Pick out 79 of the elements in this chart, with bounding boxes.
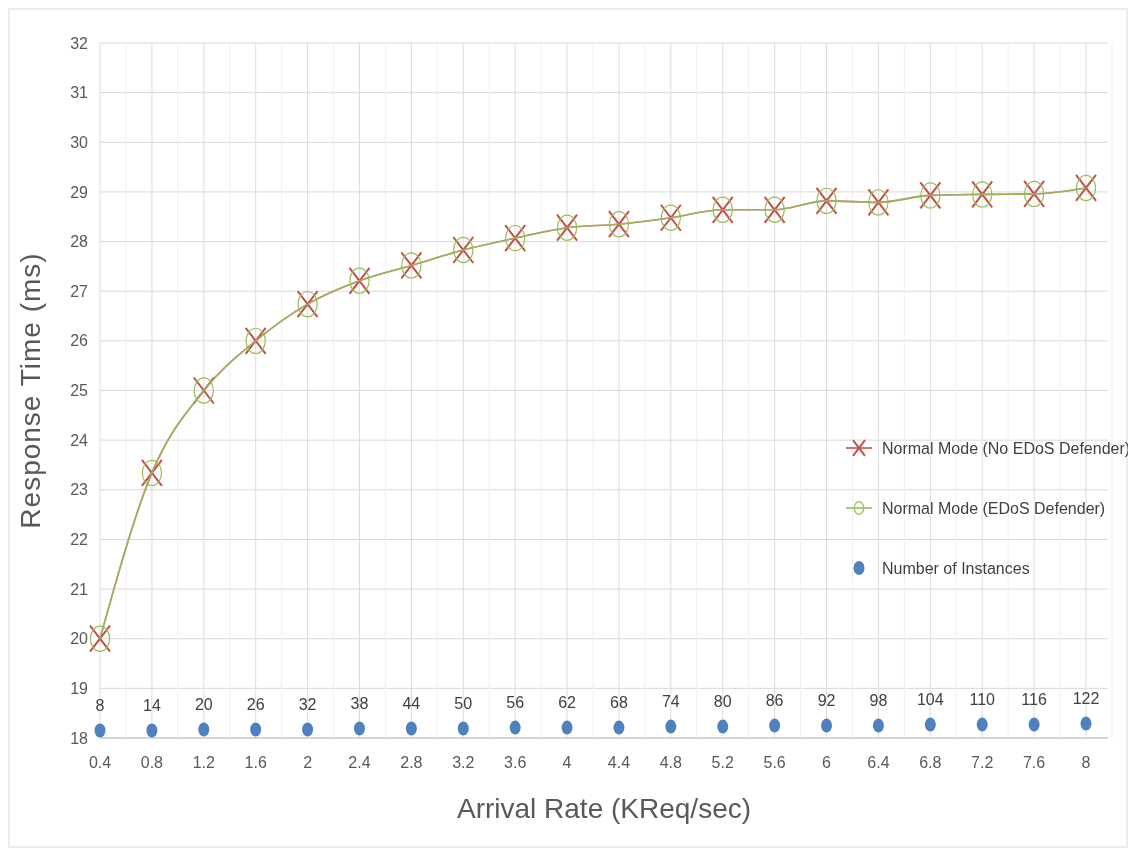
y-tick-label: 21 [70,580,89,598]
point [717,719,729,734]
x-tick-label: 5.2 [711,754,734,771]
y-tick-label: 29 [70,183,89,201]
point [561,720,573,735]
x-tick-label: 0.8 [140,754,164,771]
y-tick-label: 25 [70,382,89,400]
y-tick-label: 31 [70,84,89,102]
x-tick-label: 2.8 [400,754,423,771]
x-tick-label: 2.4 [348,754,371,771]
x-tick-label: 1.2 [192,754,216,771]
annotation: 26 [246,695,265,713]
annotation: 14 [143,696,161,714]
x-tick-label: 4.4 [607,754,631,771]
x-tick-label: 3.6 [504,754,527,771]
point [457,721,469,736]
y-tick-label: 32 [70,34,89,52]
point [613,720,625,735]
point [769,718,781,733]
annotation: 110 [969,690,996,708]
x-tick-label: 4 [562,754,572,771]
y-tick-label: 23 [70,481,89,499]
legend-label: Number of Instances [882,559,1030,577]
annotation: 74 [661,692,680,710]
x-tick-label: 3.2 [452,754,475,771]
y-tick-label: 20 [70,630,89,648]
annotation: 104 [916,690,944,708]
point [924,717,936,732]
x-tick-label: 7.6 [1022,754,1046,771]
y-tick-label: 30 [70,133,89,151]
y-tick-label: 28 [70,233,89,251]
y-tick-label: 19 [70,679,89,697]
annotation: 122 [1072,689,1100,707]
y-tick-label: 22 [70,531,89,549]
y-tick-label: 24 [70,431,89,449]
point [665,719,677,734]
annotation: 8 [95,696,105,714]
x-tick-label: 0.4 [88,754,112,771]
x-tick-label: 5.6 [763,754,786,771]
x-tick-label: 2 [303,754,313,771]
point [1028,717,1040,732]
annotation: 98 [869,691,888,709]
point [302,722,314,737]
x-axis-title: Arrival Rate (KReq/sec) [456,793,752,824]
annotation: 92 [817,691,836,709]
y-tick-label: 27 [70,282,89,300]
point [509,720,521,735]
x-tick-label: 6.8 [919,754,942,771]
annotation: 50 [454,694,473,712]
annotation: 44 [402,694,421,712]
x-tick-label: 4.8 [659,754,683,771]
annotation: 38 [350,694,369,712]
annotation: 80 [713,692,732,710]
x-tick-label: 7.2 [971,754,994,771]
x-tick-label: 6.4 [867,754,890,771]
point [976,717,988,732]
point [146,723,158,738]
annotation: 68 [610,693,628,711]
point [250,722,262,737]
annotation: 116 [1021,690,1047,708]
point [405,721,417,736]
annotation: 56 [506,693,525,711]
point [198,722,210,737]
annotation: 86 [765,691,784,709]
y-tick-label: 26 [70,332,89,350]
annotation: 20 [194,695,213,713]
y-tick-label: 18 [70,729,89,747]
x-tick-label: 8 [1081,754,1091,771]
annotation: 62 [558,693,577,711]
x-tick-label: 6 [822,754,832,771]
legend-label: Normal Mode (EDoS Defender) [882,499,1106,517]
point [872,718,884,733]
point [1080,716,1092,731]
point [821,718,833,733]
y-axis-title: Response Time (ms) [15,252,46,529]
x-tick-label: 1.6 [244,754,267,771]
annotation: 32 [298,695,317,713]
point [353,721,365,736]
point [94,723,106,738]
